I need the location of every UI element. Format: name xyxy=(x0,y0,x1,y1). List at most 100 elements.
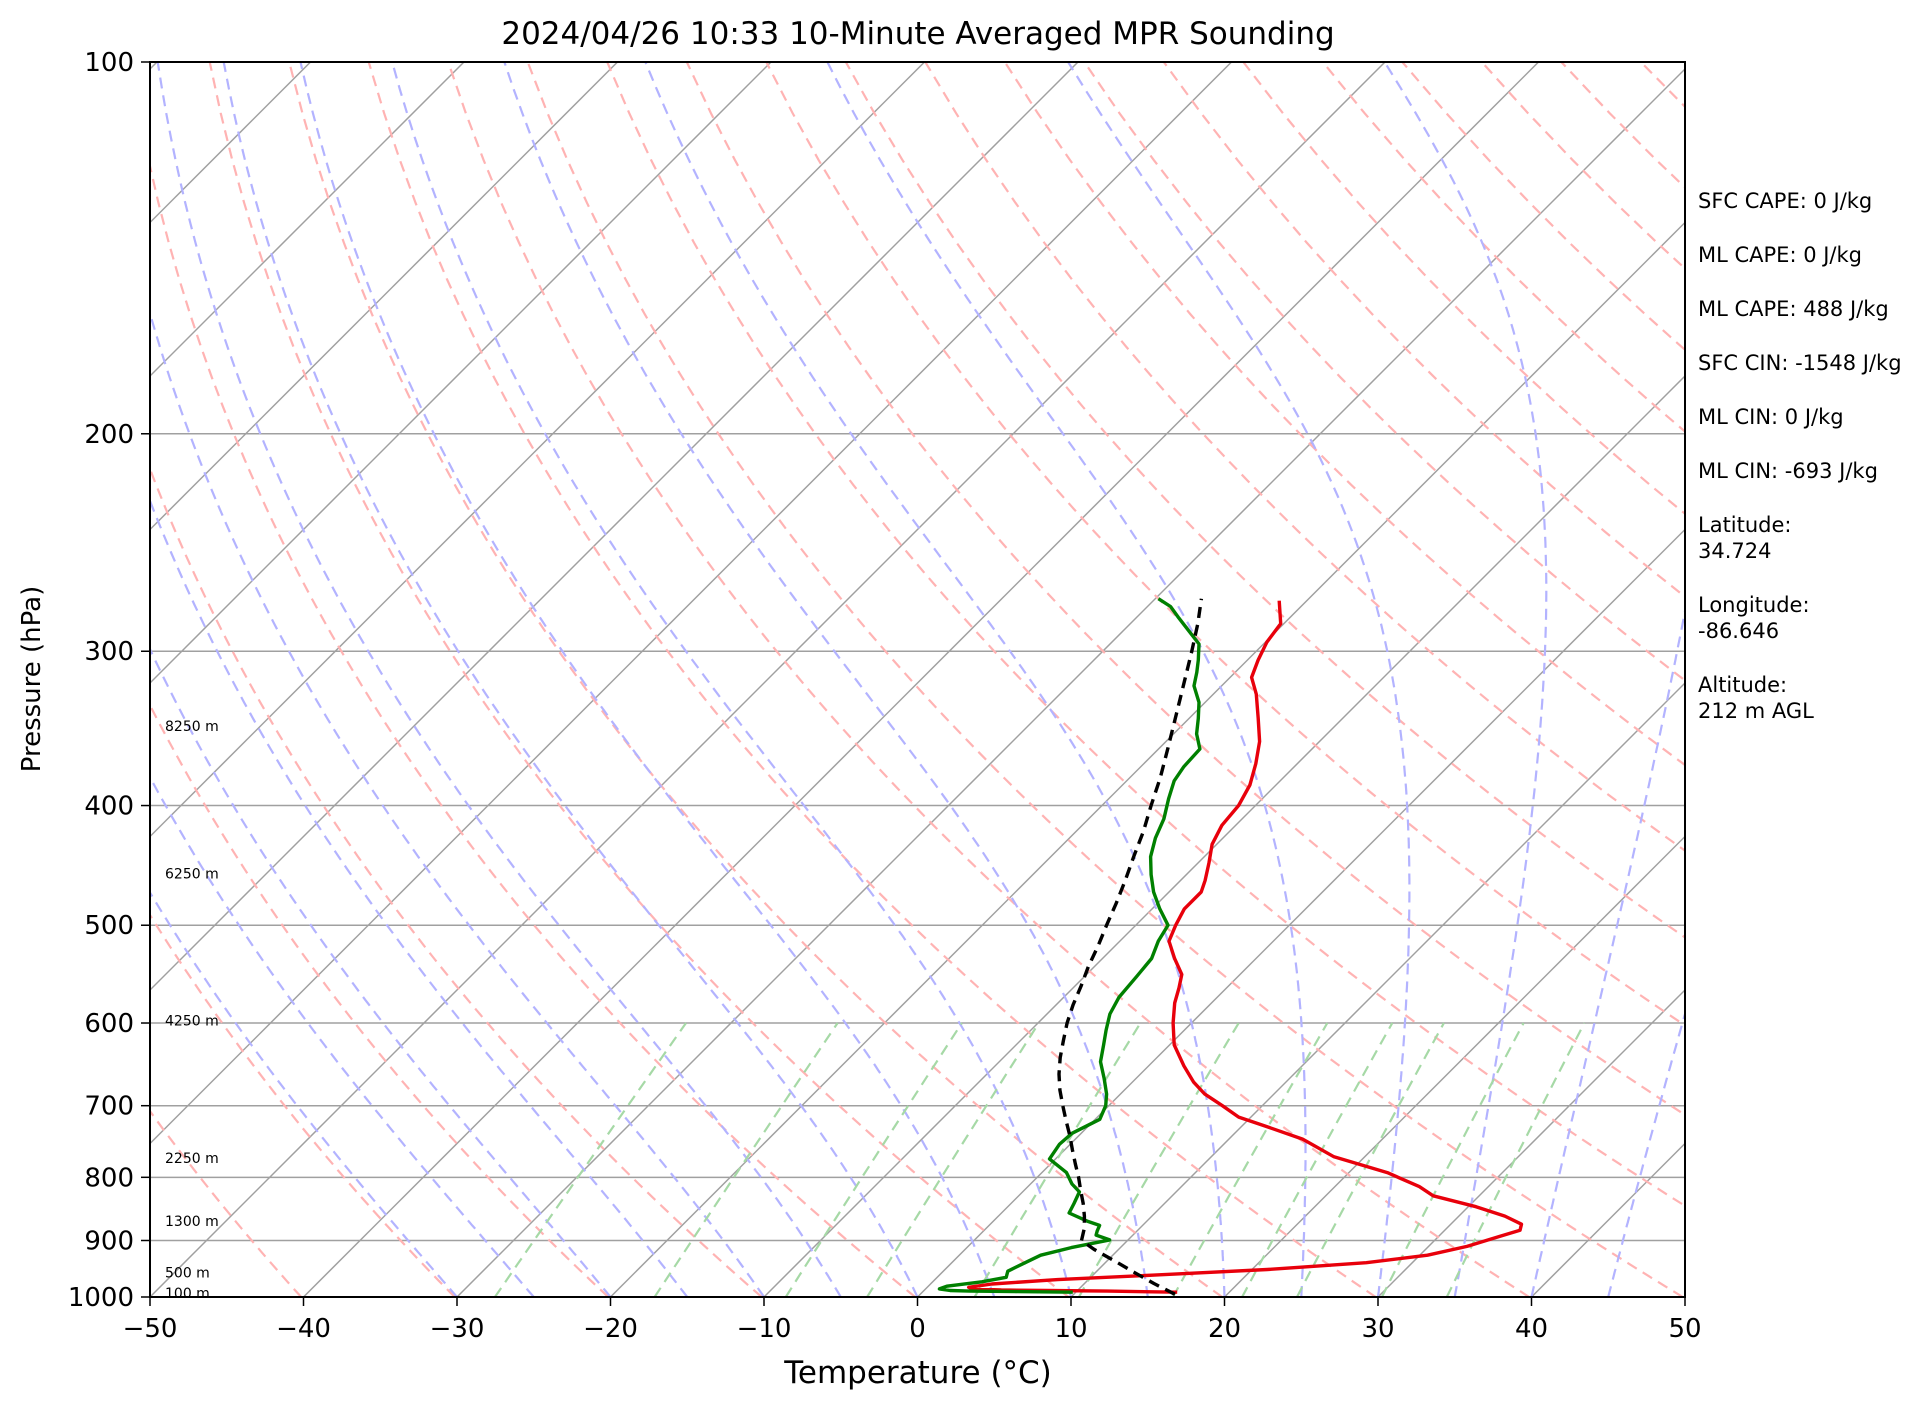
x-axis-ticks: −50 −40 −30 −20 −10 0 10 20 30 40 50 xyxy=(123,1297,1702,1344)
x-tick-label: 0 xyxy=(909,1314,926,1344)
moist-adiabat-line xyxy=(150,309,765,1297)
background-lines xyxy=(0,62,1685,1297)
dry-adiabat-line xyxy=(288,62,1223,1297)
height-label: 2250 m xyxy=(165,1151,219,1167)
dry-adiabat-line xyxy=(606,62,1685,1208)
isotherm-line xyxy=(150,62,926,838)
mixing-ratio-line xyxy=(973,1022,1142,1297)
moist-adiabat-line xyxy=(222,62,919,1297)
dry-adiabat-line xyxy=(150,465,763,1297)
x-tick-label: −30 xyxy=(430,1314,485,1344)
dry-adiabat-line xyxy=(208,62,1070,1297)
mixing-ratio-line xyxy=(653,1022,839,1297)
sounding-profiles xyxy=(937,597,1524,1296)
y-tick-label: 300 xyxy=(84,637,134,667)
dry-adiabat-line xyxy=(924,62,1685,852)
isotherm-line xyxy=(0,62,4,1297)
mixing-ratio-line xyxy=(1171,1022,1329,1297)
isotherm-line xyxy=(1070,681,1685,1297)
dewpoint-line xyxy=(937,597,1202,1294)
height-label: 100 m xyxy=(165,1286,210,1302)
height-labels: 100 m 500 m 1300 m 2250 m 4250 m 6250 m 8250 m xyxy=(165,719,219,1302)
moist-adiabat-line xyxy=(503,62,1149,1297)
x-tick-label: −20 xyxy=(583,1314,638,1344)
mixing-ratio-line xyxy=(1241,1022,1394,1297)
mixing-ratio-line xyxy=(1296,1022,1445,1297)
annotation-item: SFC CAPE: 0 J/kg xyxy=(1698,189,1873,213)
y-axis-ticks: 100 200 300 400 500 600 700 800 900 1000 xyxy=(68,48,150,1313)
isotherm-line xyxy=(763,374,1685,1297)
moist-adiabat-line xyxy=(826,62,1307,1297)
annotation-item: ML CAPE: 0 J/kg xyxy=(1698,243,1863,267)
plot-frame xyxy=(149,61,1686,1298)
x-tick-label: 50 xyxy=(1668,1314,1701,1344)
mixing-ratio-line xyxy=(784,1022,963,1297)
moist-adiabat-line xyxy=(1067,62,1411,1297)
x-tick-label: 30 xyxy=(1361,1314,1394,1344)
y-tick-label: 800 xyxy=(84,1163,134,1193)
isotherm-line xyxy=(150,62,1386,1297)
isotherm-line xyxy=(150,62,1233,1145)
isotherm-line xyxy=(150,62,772,685)
isotherm-line xyxy=(1377,988,1685,1297)
isotherm-line xyxy=(456,67,1685,1297)
dry-adiabat-line xyxy=(150,1109,303,1297)
moist-adiabat-line xyxy=(150,497,689,1297)
chart-title: 2024/04/26 10:33 10-Minute Averaged MPR … xyxy=(501,16,1334,52)
height-label: 6250 m xyxy=(165,866,219,882)
moist-adiabat-line xyxy=(150,774,535,1297)
isotherm-line xyxy=(1223,835,1685,1297)
isotherm-line xyxy=(302,62,1540,1297)
y-tick-label: 900 xyxy=(84,1226,134,1256)
x-tick-label: −50 xyxy=(123,1314,178,1344)
isotherm-line xyxy=(150,62,619,531)
moist-adiabat-line xyxy=(644,62,1226,1297)
x-tick-label: −10 xyxy=(737,1314,792,1344)
y-tick-label: 200 xyxy=(84,420,134,450)
moist-adiabat-line xyxy=(1383,62,1548,1297)
moist-adiabat-line xyxy=(150,890,458,1297)
y-tick-label: 100 xyxy=(84,48,134,78)
moist-adiabat-line xyxy=(1530,605,1685,1297)
annotation-item: ML CIN: -693 J/kg xyxy=(1698,459,1878,483)
dry-adiabat-line xyxy=(447,62,1530,1297)
dry-adiabat-line xyxy=(844,62,1685,939)
mixing-ratio-line xyxy=(866,1022,1040,1297)
mixing-ratio-line xyxy=(1380,1022,1525,1297)
annotation-item: ML CAPE: 488 J/kg xyxy=(1698,297,1889,321)
y-tick-label: 700 xyxy=(84,1092,134,1122)
dry-adiabat-line xyxy=(150,912,456,1297)
x-axis-label: Temperature (°C) xyxy=(783,1355,1052,1391)
mixing-ratio-line xyxy=(1445,1022,1586,1297)
annotation-item: Latitude: 34.724 xyxy=(1698,513,1792,563)
y-axis-label: Pressure (hPa) xyxy=(17,586,47,773)
moist-adiabat-line xyxy=(156,62,842,1297)
dry-adiabat-line xyxy=(765,62,1685,1027)
mixing-ratio-line xyxy=(493,1022,687,1297)
isotherm-line xyxy=(150,62,1079,992)
annotation-item: SFC CIN: -1548 J/kg xyxy=(1698,351,1902,375)
moist-adiabat-line xyxy=(299,62,996,1297)
annotation-item: Longitude: -86.646 xyxy=(1698,593,1810,643)
height-label: 4250 m xyxy=(165,1013,219,1029)
annotation-item: Altitude: 212 m AGL xyxy=(1698,673,1814,723)
sounding-parameters: SFC CAPE: 0 J/kg ML CAPE: 0 J/kg ML CAPE: … xyxy=(1698,188,1920,752)
dry-adiabat-line xyxy=(367,62,1377,1297)
x-tick-label: −40 xyxy=(276,1314,331,1344)
y-tick-label: 600 xyxy=(84,1009,134,1039)
x-tick-label: 20 xyxy=(1208,1314,1241,1344)
isotherm-line xyxy=(150,62,465,378)
y-tick-label: 400 xyxy=(84,792,134,822)
dry-adiabat-line xyxy=(150,702,609,1297)
parcel-line xyxy=(1057,598,1204,1296)
x-tick-label: 40 xyxy=(1515,1314,1548,1344)
moist-adiabat-line xyxy=(391,62,1073,1297)
annotation-item: ML CIN: 0 J/kg xyxy=(1698,405,1844,429)
mixing-ratio-line xyxy=(1077,1022,1240,1297)
dry-adiabat-line xyxy=(1162,62,1685,599)
y-tick-label: 1000 xyxy=(68,1283,134,1313)
height-label: 500 m xyxy=(165,1265,210,1281)
dry-adiabat-line xyxy=(526,62,1684,1297)
height-label: 8250 m xyxy=(165,719,219,735)
